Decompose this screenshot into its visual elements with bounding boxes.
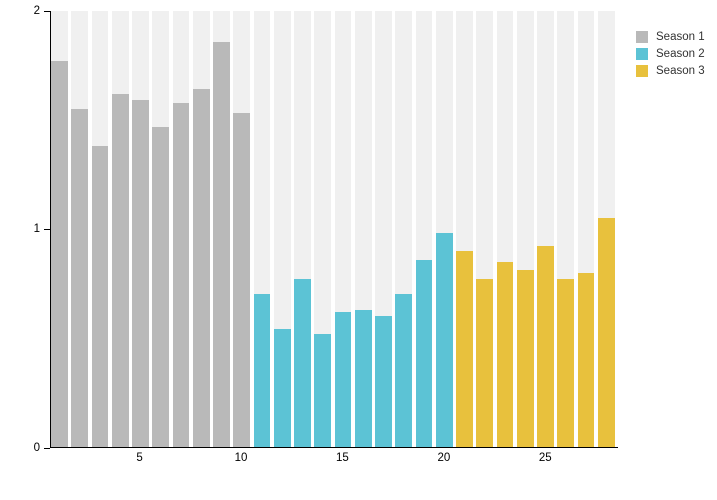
x-tick-label-25: 25: [538, 452, 552, 464]
bar-episode-19[interactable]: [415, 259, 433, 447]
bar-slot-14: [314, 11, 334, 447]
x-tick-label-5: 5: [136, 452, 143, 464]
bar-slot-11: [253, 11, 274, 447]
bar-slot-8: [192, 11, 213, 447]
bar-episode-21[interactable]: [456, 250, 473, 447]
bar-slot-1: [51, 11, 71, 447]
bar-slot-7: [172, 11, 193, 447]
y-tick-2: [44, 10, 50, 12]
y-tick-1: [44, 229, 50, 231]
bar-slot-3: [91, 11, 112, 447]
x-tick-label-20: 20: [437, 452, 451, 464]
bar-episode-11[interactable]: [253, 294, 271, 447]
bar-slot-22: [476, 11, 496, 447]
legend-swatch-season-3: [636, 65, 648, 77]
y-tick-label-1: 1: [33, 223, 40, 235]
bar-slot-24: [516, 11, 537, 447]
bar-episode-25[interactable]: [537, 246, 554, 447]
bar-episode-2[interactable]: [71, 109, 89, 447]
bar-slot-20: [435, 11, 456, 447]
bar-episode-14[interactable]: [314, 333, 332, 447]
bar-slot-19: [415, 11, 436, 447]
bar-episode-23[interactable]: [496, 261, 514, 447]
bar-episode-1[interactable]: [51, 61, 68, 447]
x-tick-label-10: 10: [234, 452, 248, 464]
bar-episode-20[interactable]: [435, 233, 453, 447]
bar-episode-5[interactable]: [132, 100, 149, 447]
bar-slot-5: [132, 11, 152, 447]
bar-slot-28: [597, 11, 618, 447]
bar-episode-3[interactable]: [91, 146, 109, 447]
bar-slot-4: [111, 11, 132, 447]
bar-episode-6[interactable]: [152, 126, 170, 447]
bar-slot-10: [233, 11, 253, 447]
legend-item-season-1[interactable]: Season 1: [636, 31, 705, 43]
legend-label-season-1: Season 1: [656, 31, 705, 43]
bar-episode-28[interactable]: [597, 218, 615, 447]
bar-slot-2: [71, 11, 91, 447]
bar-episode-16[interactable]: [354, 309, 372, 447]
bar-slot-26: [557, 11, 577, 447]
bar-episode-27[interactable]: [577, 272, 595, 447]
bar-episode-24[interactable]: [516, 270, 534, 447]
bar-slot-15: [334, 11, 355, 447]
legend-swatch-season-1: [636, 31, 648, 43]
bar-slot-16: [354, 11, 375, 447]
y-tick-label-2: 2: [33, 4, 40, 17]
bar-episode-10[interactable]: [233, 113, 251, 447]
bar-slot-25: [537, 11, 557, 447]
bar-episode-15[interactable]: [334, 311, 352, 447]
bar-slot-12: [273, 11, 294, 447]
bar-episode-9[interactable]: [213, 41, 230, 447]
y-tick-0: [44, 447, 50, 449]
bar-episode-18[interactable]: [395, 294, 413, 447]
bar-episode-13[interactable]: [294, 279, 311, 447]
bar-episode-22[interactable]: [476, 279, 494, 447]
legend: Season 1 Season 2 Season 3: [636, 31, 705, 82]
bar-slot-21: [456, 11, 476, 447]
bar-slot-13: [294, 11, 314, 447]
legend-label-season-2: Season 2: [656, 48, 705, 60]
bar-slot-27: [577, 11, 598, 447]
bar-slot-6: [152, 11, 172, 447]
bar-slot-9: [213, 11, 233, 447]
bar-episode-8[interactable]: [192, 89, 210, 447]
legend-item-season-3[interactable]: Season 3: [636, 65, 705, 77]
bar-slot-17: [375, 11, 395, 447]
x-tick-label-15: 15: [336, 452, 349, 464]
bar-episode-12[interactable]: [273, 329, 291, 447]
y-tick-label-0: 0: [33, 441, 40, 454]
legend-item-season-2[interactable]: Season 2: [636, 48, 705, 60]
legend-label-season-3: Season 3: [656, 65, 705, 77]
bar-episode-7[interactable]: [172, 102, 190, 447]
bar-slot-23: [496, 11, 517, 447]
bar-episode-26[interactable]: [557, 279, 575, 447]
bar-episode-4[interactable]: [111, 93, 129, 447]
legend-swatch-season-2: [636, 48, 648, 60]
bar-slot-18: [395, 11, 415, 447]
plot-area: [44, 10, 618, 449]
bar-episode-17[interactable]: [375, 316, 392, 447]
